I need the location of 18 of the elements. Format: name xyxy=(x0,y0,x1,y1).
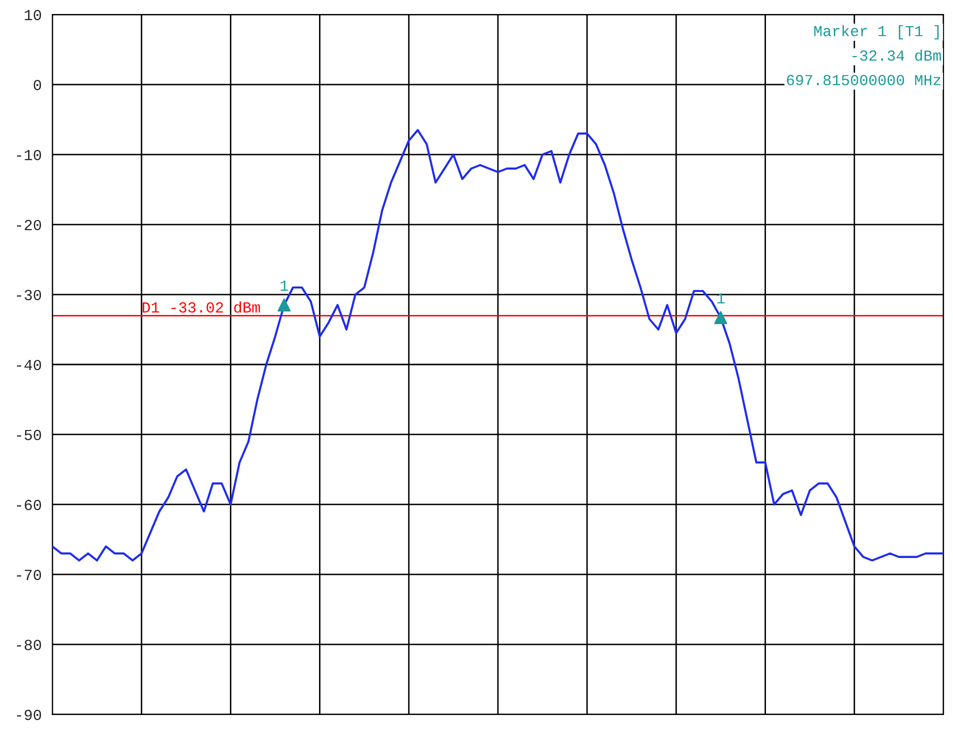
text: 1 xyxy=(280,280,288,291)
y-tick-label: -10 xyxy=(16,150,42,160)
y-tick-label: 0 xyxy=(34,80,42,90)
y-tick-label: -70 xyxy=(16,570,42,580)
y-tick-label: 10 xyxy=(24,10,42,20)
series-label: 1 xyxy=(717,293,725,304)
y-tick-label: -50 xyxy=(16,430,42,440)
annotation: -32.34 dBm xyxy=(852,50,941,61)
annotation: Marker 1 [T1 ] xyxy=(814,25,939,40)
y-tick-label: -80 xyxy=(16,640,42,650)
annotation: 697.815000000 MHz xyxy=(786,74,940,86)
y-tick-label: -20 xyxy=(16,220,42,230)
ref-line-label: D1 -33.02 dBm xyxy=(142,301,260,313)
y-tick-label: -60 xyxy=(16,500,42,510)
line-series xyxy=(52,129,944,562)
y-tick-label: -30 xyxy=(16,290,42,300)
y-tick-label: -40 xyxy=(16,360,42,370)
y-tick-label: -90 xyxy=(16,710,42,720)
